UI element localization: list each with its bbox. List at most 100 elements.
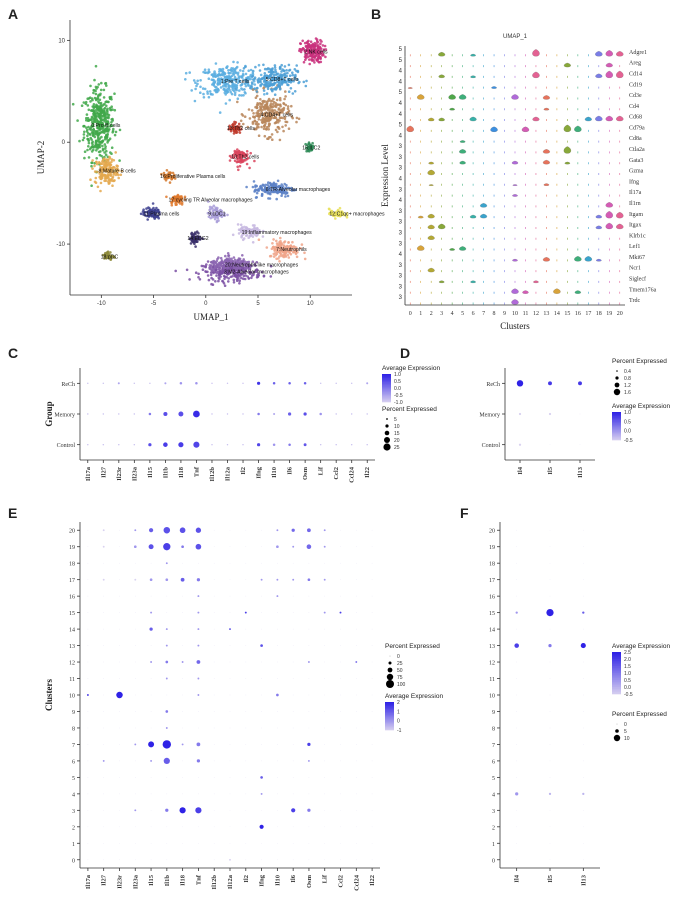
umap-point [313,61,316,64]
dotplot-dot [340,793,341,795]
dotplot-dot [198,793,199,795]
umap-point [259,83,262,87]
umap-point [304,53,307,56]
umap-point [307,45,310,49]
violin-x-label: Clusters [500,321,530,331]
dotplot-dot [355,595,357,597]
umap-x-tick-label: 10 [307,301,314,307]
legend-pct-tick: 0.8 [624,376,631,382]
dotplot-dot [244,611,247,614]
umap-point [173,177,177,180]
dotplot-col-label: Il10 [271,467,278,478]
dotplot-row-label: 9 [492,710,495,716]
umap-point [145,214,148,218]
dotplot-dot [119,546,120,548]
violin-shape [428,184,434,186]
umap-point [211,283,215,287]
dotplot-dot [518,412,522,416]
umap-point [93,133,96,136]
umap-point [287,109,291,113]
violin-shape [428,161,434,165]
dotplot-row-label: 10 [69,694,75,700]
umap-point [284,124,288,127]
umap-point [228,98,231,102]
umap-point [170,203,174,207]
legend-pct-dot [385,424,389,428]
violin-row-trdc: 3 Trdc [399,294,640,305]
umap-cluster-13 [227,120,243,135]
dotplot-dot [226,443,229,446]
umap-point [284,192,288,196]
umap-point [263,125,266,128]
dotplot-dot [272,382,276,385]
dotplot-dot [87,760,89,762]
dotplot-dot [196,742,201,747]
dotplot-col-label: Tnf [193,466,200,477]
legend-expr-tick: 0.0 [624,685,631,691]
umap-point [342,213,346,217]
umap-point [227,87,230,90]
dotplot-dot [308,711,310,712]
dotplot-dot [229,744,231,745]
umap-point [234,153,237,157]
umap-point [118,128,122,132]
umap-point [257,187,261,191]
umap-point [98,145,102,149]
umap-point [220,73,224,77]
dotplot-dot [213,711,215,712]
violin-row-cd14: 4 Cd14 [399,67,642,79]
umap-point [96,170,99,174]
umap-point [240,76,244,79]
umap-point [228,159,232,162]
dotplot-dot [582,792,585,796]
dotplot-dot [213,546,215,548]
umap-point [214,266,217,269]
umap-point [192,79,196,82]
umap-point [298,49,301,53]
dotplot-dot [324,645,326,646]
umap-point [224,89,227,92]
umap-point [97,83,101,86]
legend-expr-title: Average Expression [612,403,670,410]
umap-point [98,137,102,140]
umap-point [284,251,288,255]
umap-point [192,235,195,238]
umap-point [228,124,231,128]
violin-row-klrb1c: 3 Klrb1c [399,229,646,241]
umap-point [294,252,298,256]
legend-colorbar-segment [612,666,621,669]
umap-x-tick-label: 0 [204,301,208,307]
umap-point [271,70,274,73]
umap-cluster-label: 14:EDG2 [187,236,208,242]
umap-point [170,175,174,178]
legend-colorbar-segment [612,678,621,681]
umap-point [287,127,291,130]
violin-row-ymax: 4 [399,252,403,258]
umap-point [91,105,94,108]
dotplot-dot [150,678,152,679]
umap-point [236,157,239,161]
umap-point [115,167,119,171]
umap-point [92,119,95,122]
umap-point [208,212,212,215]
dotplot-dot [229,645,231,646]
dotplot-dot [308,727,310,729]
dotplot-dot [87,711,89,712]
legend-pct-dot [384,437,390,443]
umap-point [237,277,240,280]
umap-point [94,143,98,147]
violin-gene-label: Mki67 [629,255,645,261]
legend-pct-tick: 5 [624,729,627,735]
umap-point [102,110,105,113]
umap-point [299,247,303,250]
dotplot-dot [196,578,201,582]
dotplot-row-label: 5 [72,776,75,782]
dotplot-dot [166,777,168,778]
dotplot-col-label: Il17a [85,466,92,481]
dotplot-dot [229,678,231,679]
dotplot-dot [245,562,247,564]
umap-point [111,129,115,133]
umap-point [271,103,275,106]
dotplot-dot [229,711,231,712]
umap-point [91,167,94,170]
